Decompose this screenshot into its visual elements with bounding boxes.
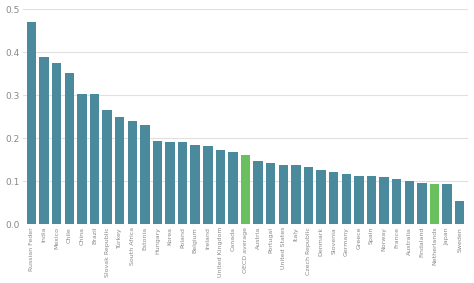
Bar xyxy=(442,184,452,224)
Bar xyxy=(417,183,427,224)
Bar xyxy=(77,94,87,224)
Bar xyxy=(216,150,225,224)
Bar xyxy=(153,141,162,224)
Bar xyxy=(455,200,465,224)
Bar xyxy=(191,145,200,224)
Bar xyxy=(379,177,389,224)
Bar xyxy=(367,176,376,224)
Bar xyxy=(241,155,250,224)
Bar xyxy=(354,175,364,224)
Bar xyxy=(392,179,401,224)
Bar xyxy=(27,22,36,224)
Bar xyxy=(342,174,351,224)
Bar xyxy=(404,181,414,224)
Bar xyxy=(304,167,313,224)
Bar xyxy=(317,170,326,224)
Bar xyxy=(203,146,212,224)
Bar xyxy=(39,57,49,224)
Bar xyxy=(52,63,62,224)
Bar xyxy=(291,165,301,224)
Bar xyxy=(430,184,439,224)
Bar xyxy=(165,142,175,224)
Bar xyxy=(64,73,74,224)
Bar xyxy=(90,94,99,224)
Bar xyxy=(115,117,124,224)
Bar xyxy=(128,121,137,224)
Bar xyxy=(140,125,150,224)
Bar xyxy=(329,172,338,224)
Bar xyxy=(228,152,237,224)
Bar xyxy=(254,161,263,224)
Bar xyxy=(102,110,112,224)
Bar xyxy=(178,142,187,224)
Bar xyxy=(279,165,288,224)
Bar xyxy=(266,163,275,224)
